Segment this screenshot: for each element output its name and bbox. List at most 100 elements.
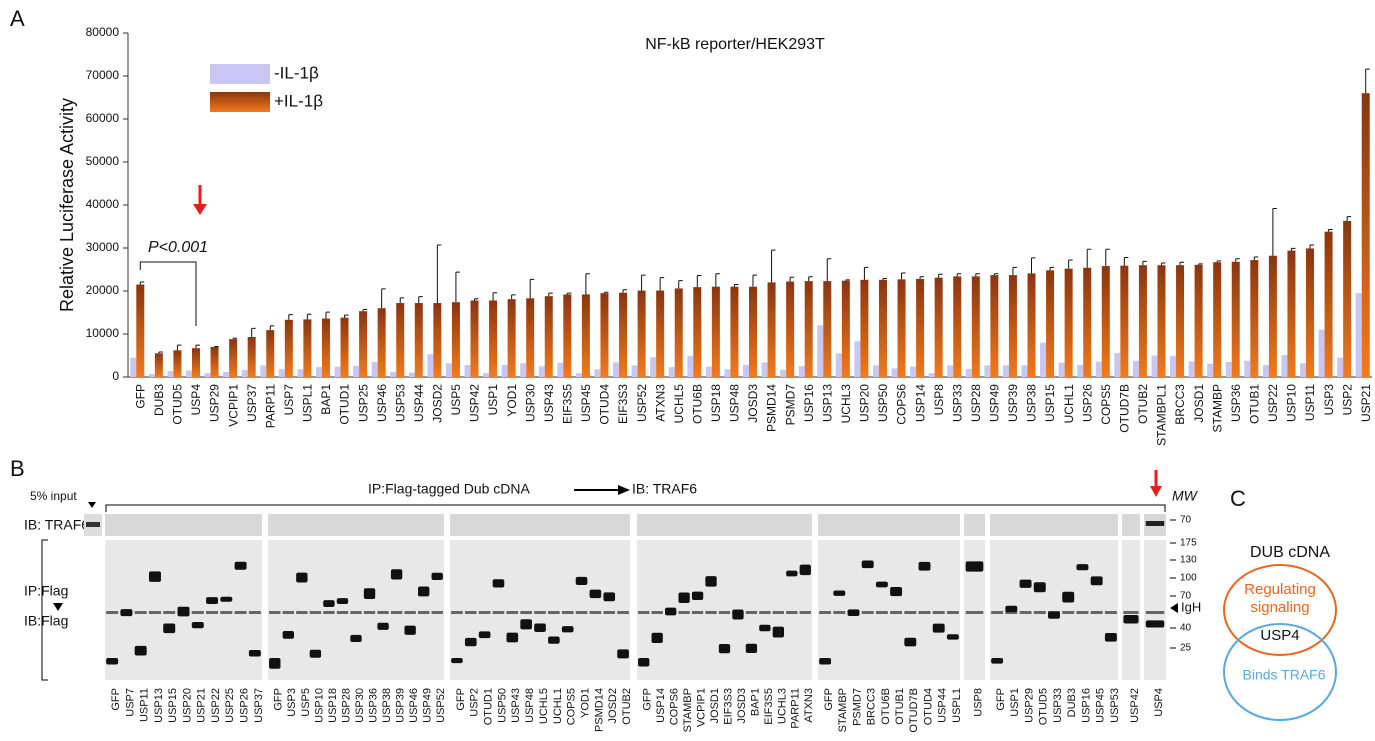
bar (223, 371, 230, 377)
bar (916, 278, 925, 377)
x-tick-label: USP1 (486, 384, 500, 416)
bar (470, 300, 479, 377)
lane-label: USP38 (381, 688, 393, 723)
bar (687, 355, 694, 377)
blot-band (705, 576, 717, 587)
lane-label: USP48 (524, 688, 536, 723)
y-tick-label: 40000 (86, 197, 120, 211)
error-bar (1235, 258, 1240, 262)
marker (53, 603, 63, 611)
bar (928, 373, 935, 377)
bar (1132, 360, 1139, 377)
error-bar (195, 344, 200, 349)
x-tick-label: EIF3S3 (616, 384, 630, 424)
ip-label: IP:Flag-tagged Dub cDNA (368, 481, 531, 497)
bar (359, 311, 368, 377)
blot-band (918, 611, 931, 614)
blot-band (904, 611, 917, 614)
blot-band (890, 611, 903, 614)
error-bar (956, 273, 962, 277)
error-bar (1179, 261, 1185, 266)
lane-label: USP10 (313, 688, 325, 723)
error-bar (251, 327, 256, 338)
bar (167, 370, 174, 377)
blot-band (1005, 611, 1018, 614)
x-tick-label: USP46 (375, 384, 389, 422)
bar (891, 368, 898, 377)
blot-band (603, 592, 616, 602)
blot-band (548, 636, 560, 644)
lane-label: OTUB2 (621, 688, 633, 725)
bar (130, 357, 137, 377)
lane-label: USP36 (367, 688, 379, 723)
blot-band (847, 609, 860, 617)
error-bar (1253, 256, 1259, 261)
blot-band (772, 611, 784, 614)
blot-band (234, 611, 247, 614)
lane-label: USP7 (124, 688, 136, 717)
error-bar (176, 344, 182, 351)
error-bar (1086, 248, 1092, 268)
bar (804, 281, 813, 377)
lane-label: USP37 (253, 688, 265, 723)
blot-band (638, 611, 650, 614)
blot-band (561, 611, 574, 614)
bar (1064, 268, 1073, 377)
x-tick-label: BAP1 (319, 384, 333, 415)
blot-band (464, 611, 477, 614)
bar (520, 363, 527, 377)
x-tick-label: USP4 (189, 384, 203, 416)
legend-label: +IL-1β (274, 91, 323, 110)
blot-band (234, 561, 247, 570)
error-bar (919, 276, 925, 279)
lane-label: USP11 (139, 688, 151, 722)
blot-band (932, 611, 945, 614)
x-tick-label: USP36 (1229, 384, 1243, 422)
bar (854, 341, 861, 377)
blot-band (678, 592, 690, 603)
lane-label: PSMD7 (851, 688, 863, 726)
blot-band (617, 649, 629, 659)
blot-band (506, 632, 519, 643)
blot-band (336, 598, 349, 604)
lane-label: USP25 (224, 688, 236, 723)
blot-band (431, 611, 443, 614)
lane-label: USP28 (340, 688, 352, 723)
x-tick-label: JOSD2 (431, 384, 445, 423)
blot-band (1145, 521, 1165, 526)
error-bar (641, 274, 646, 291)
bar (1213, 262, 1222, 377)
error-bar (1012, 266, 1017, 276)
bar (823, 281, 832, 377)
error-bar (789, 276, 795, 282)
panel-label: B (10, 456, 25, 481)
bar (544, 296, 553, 377)
lane-label: EIF3S3 (722, 688, 734, 725)
bar (743, 364, 749, 377)
traf6-strip (818, 514, 960, 536)
error-bar (975, 273, 980, 277)
venn-label: signaling (1250, 599, 1309, 616)
blot-band (759, 611, 771, 614)
lane-label: USP18 (327, 688, 339, 723)
blot-band (134, 645, 147, 656)
blot-band (991, 658, 1004, 664)
bar (1083, 267, 1092, 377)
error-bar (696, 275, 702, 288)
lane-label: USP3 (286, 688, 298, 717)
bar (1008, 275, 1017, 377)
mw-label: 100 (1180, 573, 1197, 584)
error-bar (269, 325, 275, 331)
blot-band (946, 611, 959, 614)
blot-band (1076, 611, 1089, 614)
x-tick-label: OTUD5 (171, 384, 185, 425)
x-tick-label: OTUD7B (1118, 384, 1132, 433)
bar (526, 298, 535, 377)
error-bar (1309, 244, 1315, 249)
blot-band (282, 611, 294, 614)
x-tick-label: OTUB1 (1247, 384, 1261, 424)
blot-band (534, 623, 546, 633)
bar (321, 318, 330, 377)
lane-label: USP1 (1009, 688, 1021, 717)
bar (761, 362, 768, 377)
